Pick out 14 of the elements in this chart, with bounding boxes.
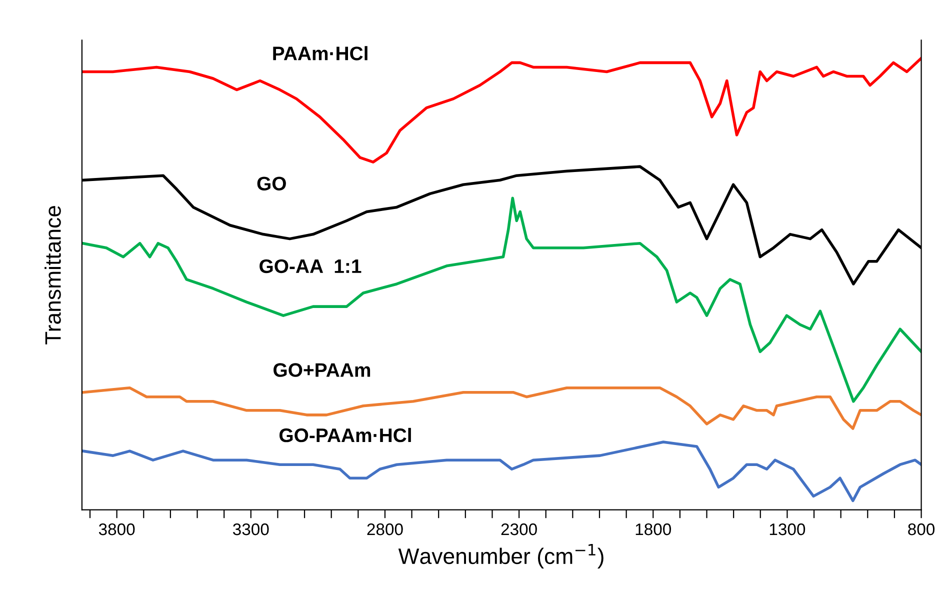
- series-label: PAAm·HCl: [273, 46, 368, 60]
- x-tick-label: 1800: [636, 523, 672, 536]
- x-tick-label: 800: [908, 523, 935, 536]
- x-tick-label: 2300: [501, 523, 537, 536]
- series-label: GO+PAAm: [274, 363, 370, 377]
- x-tick-label: 3800: [98, 523, 135, 536]
- text: GO: [257, 176, 286, 190]
- series-label: GO-AA 1:1: [260, 259, 362, 274]
- x-tick-label: 1300: [770, 523, 806, 536]
- x-axis-title: Wavenumber (cm$^{−1}$): [398, 544, 604, 568]
- x-tick-label: 3300: [232, 523, 269, 536]
- x-tick-label: 2800: [367, 523, 403, 536]
- series-label: GO-PAAm·HCl: [280, 428, 411, 442]
- y-axis-title: Transmittance: [44, 206, 61, 344]
